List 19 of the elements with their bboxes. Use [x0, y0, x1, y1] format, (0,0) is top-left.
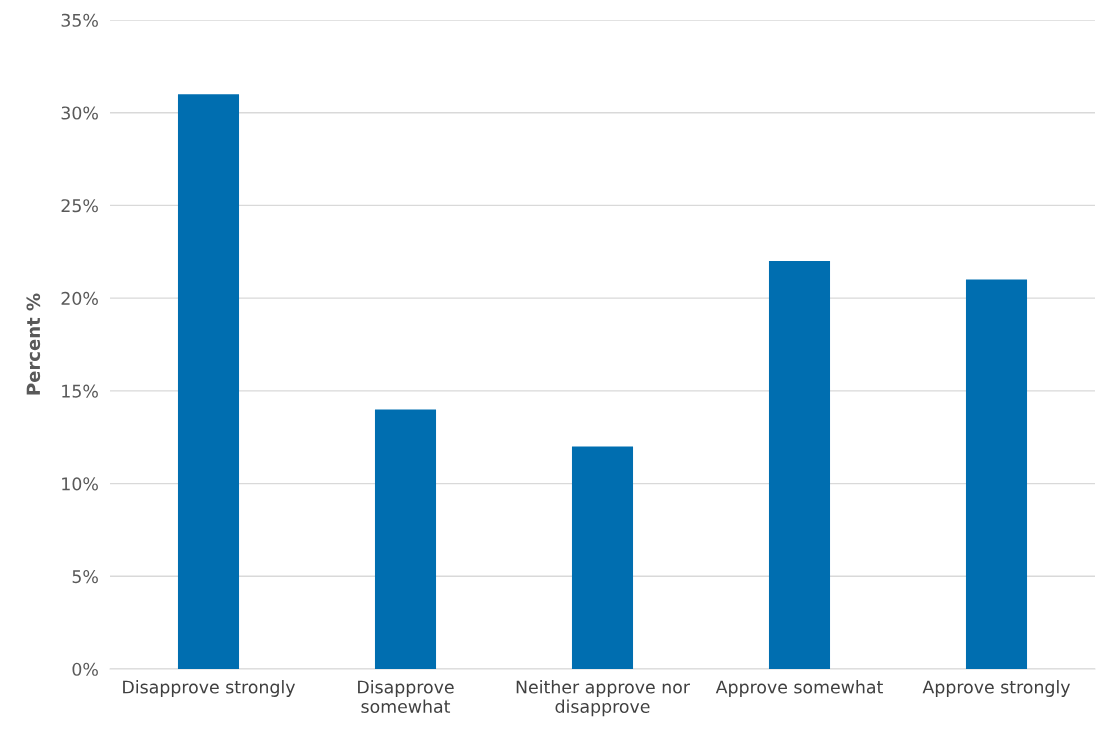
x-tick-label: Approve strongly	[922, 680, 1071, 697]
x-tick-label: Disapprove strongly	[123, 680, 296, 697]
bar	[374, 409, 437, 669]
y-tick-label: 0%	[72, 662, 98, 676]
y-axis-title: Percent %	[26, 293, 41, 395]
y-tick-label: 25%	[61, 199, 98, 213]
y-tick-label: 20%	[61, 291, 98, 305]
x-tick-label: Disapprove somewhat	[358, 680, 454, 713]
y-tick-label: 30%	[61, 106, 98, 120]
y-tick-label: 35%	[61, 13, 98, 27]
bar	[768, 261, 831, 669]
x-tick-label: Approve somewhat	[715, 680, 883, 697]
bar	[571, 446, 634, 669]
y-tick-label: 10%	[62, 477, 98, 491]
bar	[965, 279, 1028, 669]
bar	[177, 94, 240, 669]
x-tick-label: Neither approve nor disapprove	[516, 680, 690, 717]
y-tick-label: 15%	[62, 384, 98, 398]
y-tick-label: 5%	[72, 570, 98, 584]
